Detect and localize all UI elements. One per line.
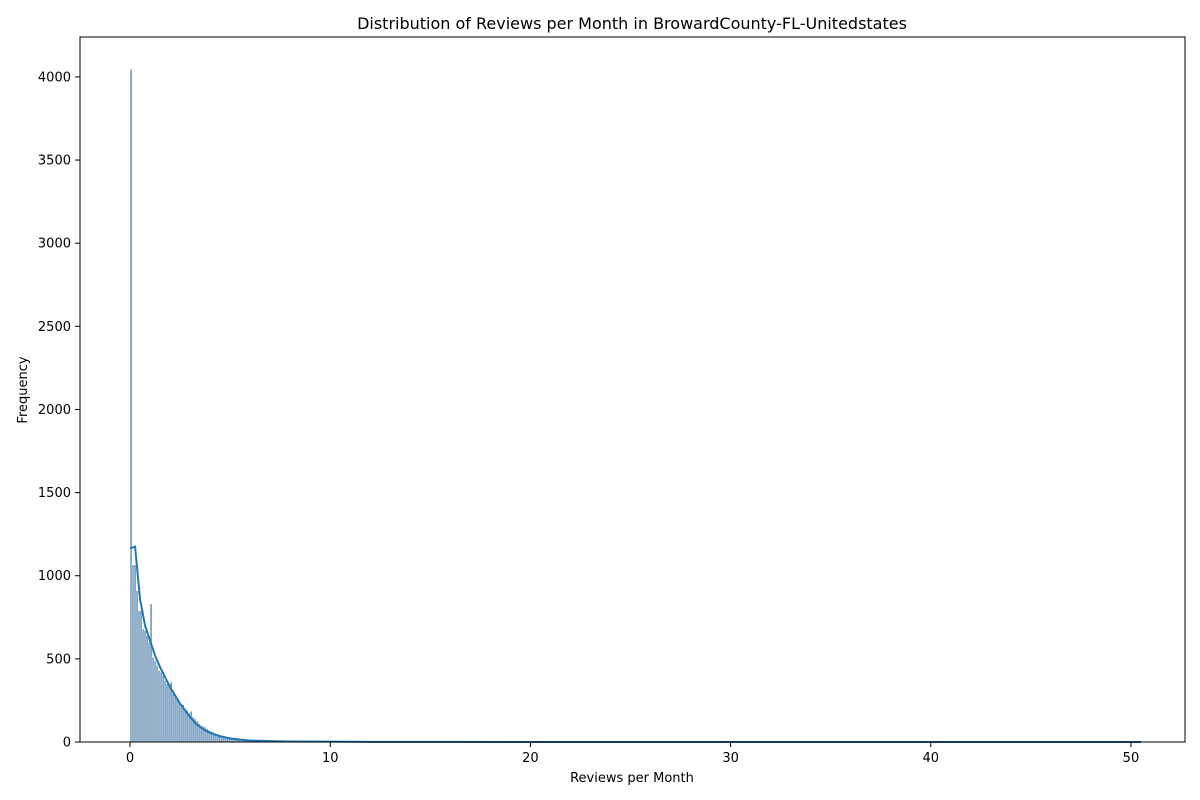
histogram-bar: [145, 635, 149, 743]
histogram-bar: [155, 665, 159, 743]
y-tick-label: 1500: [38, 486, 71, 501]
histogram-bar: [133, 564, 137, 743]
x-tick-label: 20: [522, 751, 539, 766]
histogram-bar: [129, 69, 133, 743]
histogram-bar: [173, 696, 177, 743]
histogram-bar: [135, 590, 139, 743]
histogram-bar: [141, 628, 145, 743]
histogram-bar: [183, 708, 187, 743]
x-tick-label: 10: [322, 751, 339, 766]
x-tick-label: 0: [126, 751, 134, 766]
histogram-bar: [161, 675, 165, 743]
histogram-bar: [167, 685, 171, 743]
histogram-bar: [177, 701, 181, 743]
y-tick-label: 3000: [38, 237, 71, 252]
y-tick-label: 0: [63, 736, 71, 751]
histogram-bar: [153, 660, 157, 743]
x-tick-label: 50: [1123, 751, 1140, 766]
y-tick-label: 1000: [38, 569, 71, 584]
histogram-bar: [157, 670, 161, 743]
x-axis-label: Reviews per Month: [570, 771, 694, 786]
histogram-bar: [163, 680, 167, 743]
y-tick-label: 3500: [38, 154, 71, 169]
histogram-bar: [175, 698, 179, 743]
histogram-bar: [137, 610, 141, 743]
y-axis-label: Frequency: [16, 356, 31, 423]
histogram-bar: [159, 671, 163, 743]
histogram-bar: [143, 630, 147, 743]
chart-title: Distribution of Reviews per Month in Bro…: [357, 14, 907, 33]
y-tick-label: 2000: [38, 403, 71, 418]
y-tick-label: 4000: [38, 70, 71, 85]
histogram-bar: [147, 642, 151, 743]
histogram-bar: [139, 610, 143, 743]
x-tick-label: 30: [722, 751, 739, 766]
histogram-bar: [131, 564, 135, 743]
y-tick-label: 500: [46, 652, 71, 667]
y-axis-ticks: 0 500 1000 1500 2000 2500 3000 3500 4000: [38, 70, 80, 751]
histogram-bar: [179, 706, 183, 743]
plot-frame: [79, 36, 1186, 743]
histogram-bar: [149, 603, 153, 743]
x-tick-label: 40: [922, 751, 939, 766]
x-axis-ticks: 0 10 20 30 40 50: [126, 742, 1139, 766]
histogram-bar: [171, 693, 175, 743]
histogram-bar: [165, 683, 169, 743]
histogram-bar: [151, 657, 155, 743]
y-tick-label: 2500: [38, 320, 71, 335]
histogram-bars: [129, 69, 1142, 743]
